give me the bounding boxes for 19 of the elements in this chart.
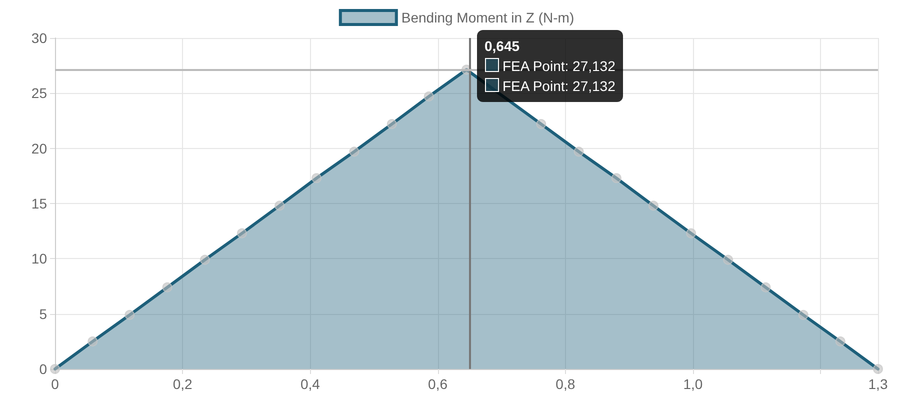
x-tick-label: 1,0 <box>683 376 703 392</box>
x-tick-label: 0,6 <box>428 376 448 392</box>
x-tick-label: 0,4 <box>300 376 320 392</box>
y-tick-label: 25 <box>31 85 48 102</box>
x-tick-label: 0,8 <box>556 376 576 392</box>
y-tick-label: 10 <box>31 250 48 267</box>
tooltip-box: 0,645 FEA Point: 27,132 FEA Point: 27,132 <box>476 30 624 102</box>
x-tick-label: 0 <box>51 376 60 392</box>
annotation: 0,645 <box>484 36 521 56</box>
x-tick-label: 0,2 <box>172 376 193 392</box>
y-tick-label: 5 <box>39 306 48 322</box>
legend-label: Bending Moment in Z (N-m) <box>401 10 574 26</box>
y-tick-label: 15 <box>31 196 48 212</box>
annotation: FEA Point: 27,132 <box>502 76 616 96</box>
y-tick-label: 0 <box>39 361 48 377</box>
annotation: FEA Point: 27,132 <box>502 56 616 76</box>
y-tick-label: 20 <box>31 140 48 156</box>
y-tick-label: 30 <box>31 30 48 46</box>
x-tick-label: 1,3 <box>868 376 888 392</box>
